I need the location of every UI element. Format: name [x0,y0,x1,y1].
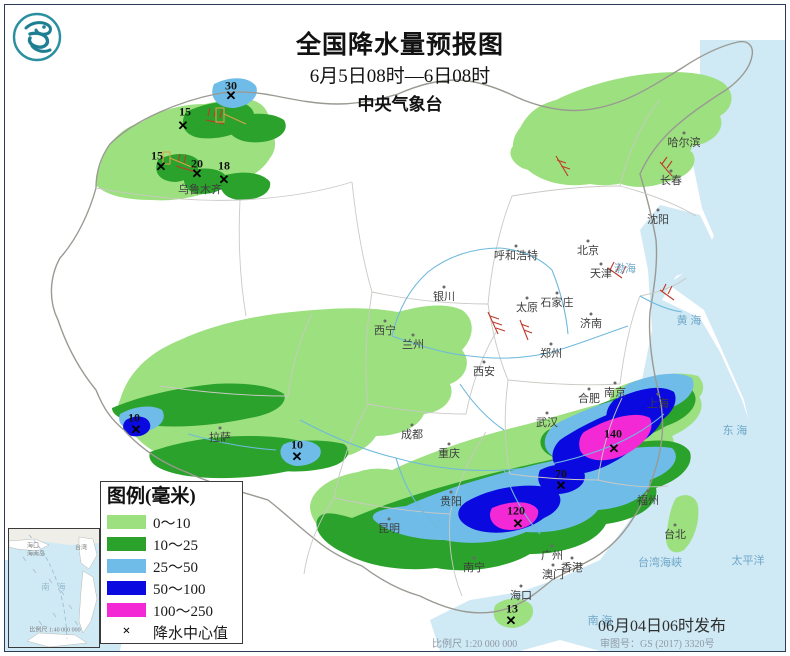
city-dot [514,244,518,248]
city-dot [387,517,391,521]
city-dot [410,423,414,427]
legend-item-25-50: 25～50 [107,555,237,577]
city-dot [613,381,617,385]
rivers [187,247,683,535]
inset-label-haikou: 海口 [26,543,40,550]
city-dot [550,544,554,548]
wind-barb-symbols [175,107,675,341]
legend-label: 100～250 [153,603,214,620]
legend-item-50-100: 50～100 [107,577,237,599]
inset-label-hainan-island: 海南岛 [26,551,46,558]
legend-swatch [107,603,146,617]
city-dot [589,312,593,316]
city-dot [549,342,553,346]
city-dot [442,285,446,289]
south-china-sea-inset-map: 南 海 海口 海南岛 台湾 比例尺 1:40 000 000 [8,528,100,648]
city-dot [656,392,660,396]
inset-scale-label: 比例尺 1:40 000 000 [29,627,81,634]
city-dot [383,319,387,323]
city-dot [682,131,686,135]
city-dot [656,208,660,212]
city-dot [525,296,529,300]
wind-barb-symbols-orange [162,107,247,169]
inset-label-taiwan: 台湾 [74,545,88,552]
legend-label: 降水中心值 [153,625,229,642]
city-dot [673,523,677,527]
city-dot [482,360,486,364]
legend-swatch [107,559,146,573]
legend-title: 图例(毫米) [107,486,196,507]
city-dot [218,426,222,430]
city-dot [587,387,591,391]
city-dot [570,556,574,560]
ocean-fill [430,205,785,651]
city-dot [646,489,650,493]
ocean-fill-east [668,40,785,651]
city-dot [669,169,673,173]
legend-label: 0～10 [153,515,191,532]
city-dot [472,556,476,560]
legend-label: 50～100 [153,581,206,598]
city-dot [545,411,549,415]
city-dot [449,490,453,494]
legend-item-center-marker: × 降水中心值 [107,621,237,643]
city-dot [519,584,523,588]
city-dot [411,333,415,337]
legend-label: 25～50 [153,559,199,576]
city-dot [586,239,590,243]
cross-marker-icon: × [122,624,131,639]
province-boundaries [95,99,697,597]
legend-item-0-10: 0～10 [107,511,237,533]
city-dot [599,262,603,266]
legend-panel: 图例(毫米) 0～10 10～25 25～50 50～100 100～250 ×… [100,481,243,644]
legend-swatch [107,515,146,529]
legend-swatch [107,537,146,551]
legend-item-10-25: 10～25 [107,533,237,555]
legend-label: 10～25 [153,537,199,554]
precip-band-100-250 [490,414,652,530]
inset-map-graphic [9,529,99,647]
city-dot [555,291,559,295]
city-dot [551,563,555,567]
cma-dragon-logo [10,10,64,64]
legend-swatch [107,581,146,595]
inset-sea-label: 南 海 [41,582,69,592]
legend-item-100-250: 100～250 [107,599,237,621]
city-dot [447,442,451,446]
